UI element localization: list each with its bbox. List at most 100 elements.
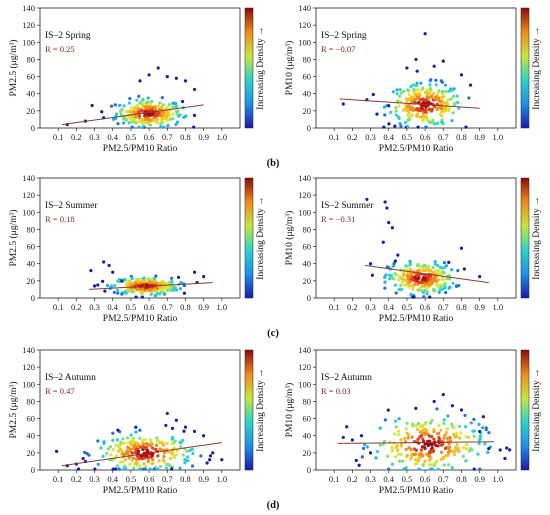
- data-point: [441, 287, 445, 291]
- data-point: [394, 109, 398, 113]
- data-point: [455, 443, 459, 447]
- data-point: [421, 118, 425, 122]
- x-tick-label: 0.4: [383, 302, 394, 312]
- data-point: [418, 108, 423, 112]
- data-point: [178, 466, 182, 470]
- x-tick-label: 0.2: [71, 302, 82, 312]
- data-point: [430, 463, 434, 467]
- data-point: [429, 456, 433, 461]
- data-point: [423, 32, 427, 36]
- data-point: [399, 124, 403, 128]
- data-point: [423, 98, 427, 102]
- x-tick-label: 0.9: [474, 474, 485, 484]
- data-point: [437, 431, 441, 436]
- data-point: [408, 117, 412, 121]
- data-point: [116, 428, 120, 432]
- data-point: [432, 64, 436, 68]
- data-point: [411, 284, 415, 288]
- data-point: [450, 119, 454, 123]
- data-point: [411, 287, 415, 291]
- data-point: [430, 443, 434, 447]
- data-point: [134, 295, 138, 299]
- data-point: [156, 439, 160, 443]
- data-point: [446, 276, 450, 281]
- data-point: [107, 263, 111, 268]
- data-point: [378, 426, 382, 430]
- data-point: [155, 292, 159, 296]
- colorbar: [244, 349, 254, 471]
- data-point: [446, 453, 450, 457]
- data-point: [396, 448, 400, 452]
- data-point: [478, 467, 482, 471]
- data-point: [160, 117, 164, 121]
- data-point: [191, 451, 195, 456]
- data-point: [447, 108, 451, 113]
- data-point: [146, 459, 150, 464]
- data-point: [394, 106, 398, 110]
- data-point: [136, 449, 141, 453]
- data-point: [383, 200, 387, 204]
- data-point: [181, 438, 185, 442]
- data-point: [421, 291, 426, 295]
- data-point: [121, 437, 125, 441]
- x-tick-label: 0.7: [438, 132, 449, 142]
- data-point: [459, 73, 464, 77]
- x-tick-label: 0.7: [162, 132, 173, 142]
- data-point: [114, 454, 118, 458]
- plot-frame: [39, 349, 241, 471]
- data-point: [147, 281, 151, 285]
- y-tick-label: 120: [22, 20, 35, 30]
- data-point: [443, 281, 447, 286]
- r-value-label: R = 0.47: [45, 386, 75, 396]
- data-point: [383, 275, 387, 279]
- data-point: [399, 453, 403, 457]
- data-point: [430, 419, 434, 423]
- data-point: [113, 283, 117, 288]
- x-tick-label: 0.8: [180, 474, 191, 484]
- data-point: [96, 439, 100, 443]
- data-point: [128, 462, 132, 466]
- data-point: [106, 447, 110, 451]
- y-tick-label: 80: [27, 396, 36, 406]
- data-point: [374, 456, 378, 460]
- data-point: [111, 447, 115, 452]
- data-point: [136, 454, 140, 459]
- data-point: [405, 421, 409, 425]
- y-tick-label: 40: [27, 259, 36, 269]
- x-tick-label: 0.7: [162, 302, 173, 312]
- y-axis-label: PM10 (μg/m³): [284, 383, 295, 438]
- data-point: [133, 450, 138, 454]
- data-point: [132, 466, 136, 470]
- data-point: [128, 447, 132, 451]
- trend-line: [61, 104, 204, 126]
- data-point: [409, 453, 414, 457]
- data-point: [440, 277, 444, 281]
- season-label: IS–2 Autumn: [321, 373, 372, 383]
- data-point: [375, 449, 380, 454]
- data-point: [115, 438, 120, 442]
- data-point: [168, 450, 172, 454]
- data-point: [118, 460, 122, 464]
- data-point: [144, 117, 148, 122]
- data-point: [425, 286, 429, 290]
- data-point: [162, 451, 167, 455]
- data-point: [409, 273, 413, 277]
- data-point: [420, 284, 424, 288]
- data-point: [170, 426, 175, 430]
- x-tick-label: 0.5: [126, 474, 137, 484]
- data-point: [487, 446, 491, 451]
- data-point: [138, 436, 142, 440]
- data-point: [175, 112, 179, 116]
- data-point: [148, 455, 152, 459]
- data-point: [405, 66, 409, 70]
- data-point: [192, 113, 197, 117]
- data-point: [417, 276, 421, 280]
- y-tick-label: 60: [27, 242, 36, 252]
- data-point: [147, 73, 151, 77]
- y-tick-label: 80: [27, 54, 36, 64]
- data-point: [442, 463, 446, 467]
- data-point: [399, 283, 403, 288]
- data-point: [192, 270, 197, 274]
- x-tick-label: 0.9: [198, 302, 209, 312]
- data-point: [89, 268, 93, 273]
